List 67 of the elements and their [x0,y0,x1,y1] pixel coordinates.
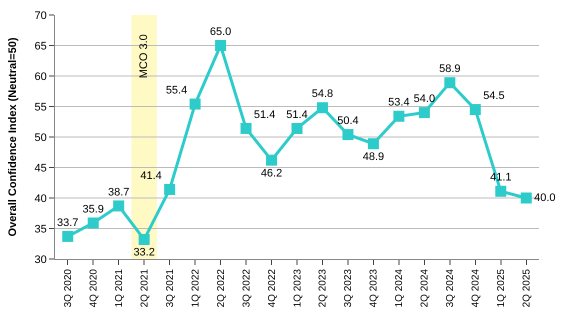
x-tick-label: 3Q 2022 [241,268,252,308]
data-label: 54.8 [312,88,334,100]
x-tick-label: 4Q 2022 [266,268,278,308]
point [190,98,201,110]
x-tick-label: 4Q 2023 [368,268,380,308]
y-tick-label: 65 [34,40,47,52]
point [62,230,74,242]
point [520,192,532,204]
data-label: 53.4 [388,96,410,109]
point [418,107,430,118]
x-tick-label: 1Q 2022 [190,268,202,308]
data-label: 35.9 [82,203,104,216]
y-tick-label: 55 [34,101,47,114]
y-tick-label: 60 [34,70,47,83]
data-label: 51.4 [286,108,308,121]
x-tick-label: 2Q 2024 [420,268,431,308]
point [316,102,328,114]
data-label: 33.7 [57,216,78,229]
x-tick-label: 1Q 2024 [394,268,406,308]
y-tick-label: 35 [34,223,47,236]
data-label: 46.2 [260,167,282,180]
data-label: 51.4 [254,108,276,121]
x-tick-label: 1Q 2021 [114,268,125,308]
data-label: 54.0 [414,92,436,105]
x-tick-label: 2Q 2025 [522,268,533,308]
point [495,186,506,197]
x-tick-label: 3Q 2020 [62,268,74,308]
x-tick-label: 2Q 2022 [216,268,227,308]
point [215,40,226,51]
point [342,129,354,140]
point [470,104,481,116]
point [88,218,99,229]
data-label: 58.9 [439,63,461,76]
x-tick-label: 4Q 2024 [470,268,482,308]
x-tick-label: 1Q 2025 [496,268,508,308]
x-tick-label: 3Q 2023 [343,268,354,308]
point [266,154,278,166]
x-tick-label: 1Q 2023 [292,268,304,308]
data-label: 40.0 [534,192,556,204]
point [444,77,456,88]
x-tick-label: 4Q 2020 [88,268,100,308]
data-label: 65.0 [210,26,232,38]
data-label: 48.9 [362,150,384,163]
data-label: 54.5 [483,90,505,102]
point [164,184,176,195]
y-tick-label: 45 [34,162,47,174]
data-label: 33.2 [133,246,155,259]
point [393,110,404,122]
y-tick-label: 50 [34,132,47,144]
y-axis-title: Overall Confidence Index (Neutral=50) [7,37,20,236]
y-tick-label: 70 [34,10,47,22]
y-tick-label: 40 [34,192,47,205]
x-tick-label: 2Q 2021 [139,268,150,308]
data-label: 38.7 [108,186,130,198]
point [292,122,302,134]
x-tick-label: 3Q 2024 [445,268,456,308]
point [368,138,379,150]
y-tick-label: 30 [34,254,47,266]
data-label: 50.4 [337,114,359,127]
band-label: MCO 3.0 [138,34,150,78]
data-label: 41.4 [140,170,162,182]
point [138,234,150,245]
x-tick-label: 2Q 2023 [318,268,329,308]
data-label: 55.4 [166,84,188,96]
point [113,200,124,212]
point [240,122,252,134]
x-tick-label: 3Q 2021 [164,268,176,308]
